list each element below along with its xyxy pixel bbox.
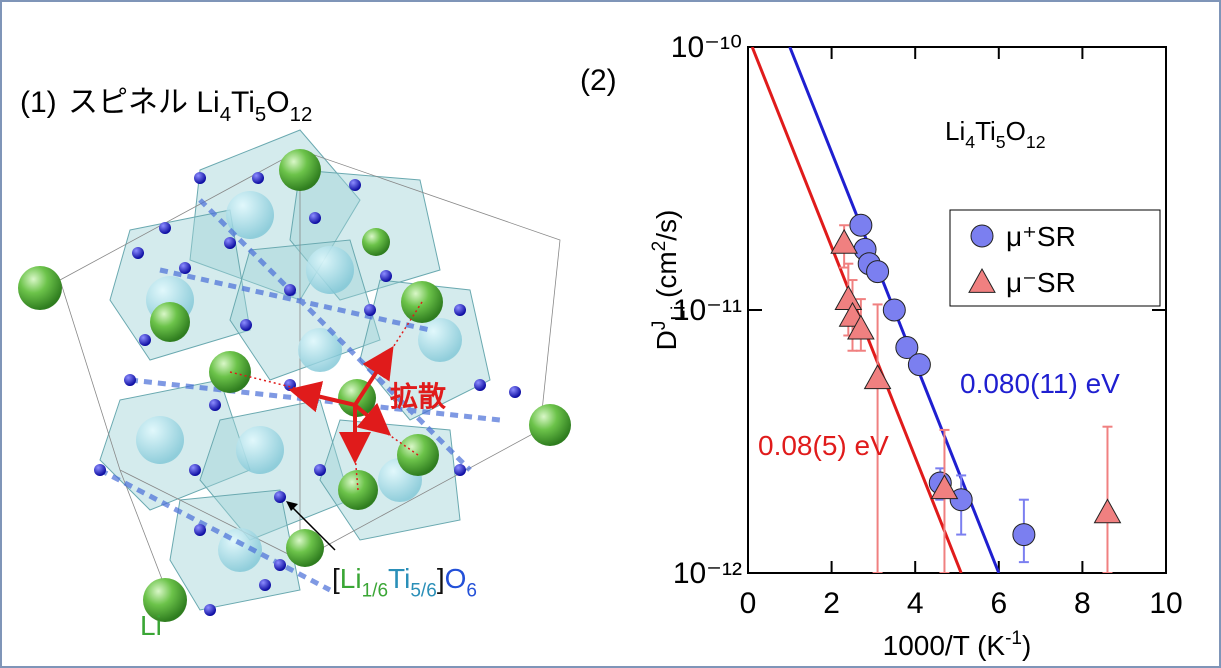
text-segment: Li [668, 306, 689, 321]
data-point [866, 260, 890, 284]
x-tick-label: 2 [823, 587, 840, 620]
legend-label: μ⁺SR [1006, 221, 1076, 252]
text-segment: Ti [388, 563, 410, 594]
text-segment: 4 [965, 132, 975, 152]
data-point [830, 228, 858, 254]
fit-label: 0.08(5) eV [758, 430, 889, 461]
text-segment: Li [945, 116, 965, 146]
data-point [834, 285, 863, 311]
data-point [895, 336, 919, 360]
text-segment: ) [1022, 630, 1031, 661]
text-segment: [ [332, 563, 340, 594]
y-tick-label: 10⁻¹¹ [673, 294, 742, 327]
text-segment: (cm [651, 251, 682, 305]
panel-label: (1) [20, 86, 57, 119]
text-segment: 2 [649, 241, 670, 252]
y-axis-label: DJLi (cm2/s) [649, 210, 690, 351]
data-point [847, 314, 875, 340]
data-point [1012, 523, 1036, 547]
panel-label: (2) [580, 64, 617, 97]
diffusion-label: 拡散 [390, 381, 446, 412]
text-segment: 6 [466, 580, 477, 601]
data-point [863, 364, 892, 390]
text-segment: Ti [231, 86, 255, 119]
text-segment: スピネル [68, 86, 188, 119]
y-tick-label: 10⁻¹⁰ [671, 31, 742, 64]
text-segment: -1 [1005, 628, 1022, 649]
x-tick-label: 4 [907, 587, 924, 620]
text-segment: D [651, 330, 682, 350]
panel-title: スピネル Li4Ti5O12 [68, 86, 312, 126]
text-segment: 4 [220, 104, 231, 126]
annotation: Li4Ti5O12 [945, 116, 1046, 152]
text-segment: J [649, 321, 670, 331]
legend-label: μ⁻SR [1006, 267, 1076, 298]
text-segment: 5 [996, 132, 1006, 152]
text-segment: 5 [255, 104, 266, 126]
crystal-structure [18, 129, 571, 622]
text-segment: /s) [651, 210, 682, 241]
octahedron-label: [Li1/6Ti5/6]O6 [332, 563, 477, 601]
legend-marker [970, 224, 994, 248]
y-tick-label: 10⁻¹² [673, 557, 742, 590]
text-segment: Li [340, 563, 362, 594]
x-tick-label: 10 [1149, 587, 1182, 620]
data-point [849, 213, 873, 237]
text-segment: ] [437, 563, 445, 594]
text-segment: 1000/T (K [883, 630, 1006, 661]
text-segment: O [1006, 116, 1026, 146]
plot-area [750, 47, 1122, 573]
data-point [907, 353, 931, 377]
x-axis-label: 1000/T (K-1) [883, 628, 1032, 661]
text-segment: 1/6 [362, 580, 388, 601]
text-segment: 12 [1026, 132, 1046, 152]
legend-marker [968, 267, 996, 293]
text-segment: Li [188, 86, 220, 119]
x-tick-label: 8 [1074, 587, 1091, 620]
text-segment: 5/6 [410, 580, 436, 601]
data-point [930, 474, 959, 500]
text-segment: O [445, 563, 467, 594]
x-tick-label: 6 [990, 587, 1007, 620]
data-point [882, 298, 906, 322]
text-segment: 12 [290, 104, 313, 126]
text-segment: Ti [975, 116, 996, 146]
text-segment: O [266, 86, 289, 119]
x-tick-label: 0 [740, 587, 757, 620]
data-point [1093, 498, 1122, 524]
li-label: Li [140, 610, 162, 641]
data-point [949, 488, 973, 512]
fit-label: 0.080(11) eV [960, 368, 1120, 399]
